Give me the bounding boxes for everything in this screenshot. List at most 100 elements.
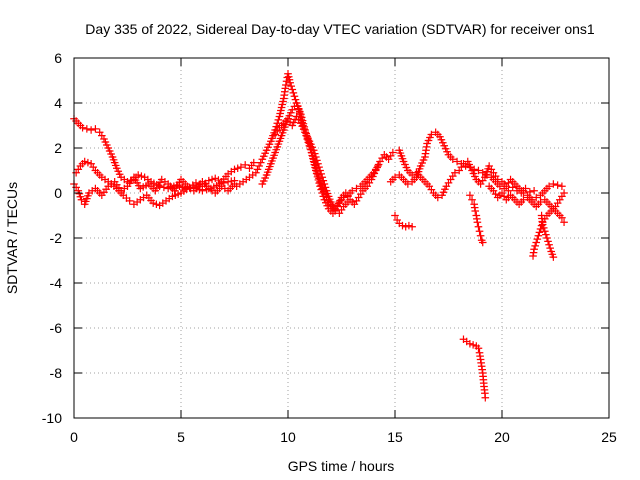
data-point <box>369 172 377 181</box>
data-point <box>473 218 482 227</box>
data-point <box>119 191 128 200</box>
data-point <box>405 221 413 230</box>
data-point <box>258 155 267 164</box>
data-point <box>259 152 268 161</box>
data-point <box>142 181 150 190</box>
data-point <box>530 186 538 195</box>
series-track-b <box>72 157 258 210</box>
data-point <box>317 170 325 178</box>
data-point <box>263 168 272 176</box>
y-tick-label: -4 <box>50 275 63 291</box>
data-point <box>264 165 273 174</box>
data-point <box>316 177 324 186</box>
data-point <box>521 184 530 193</box>
data-point <box>84 192 92 200</box>
data-point <box>287 82 296 90</box>
data-point <box>481 393 490 402</box>
data-point <box>519 189 528 197</box>
data-point <box>546 244 554 252</box>
data-point <box>149 199 157 207</box>
data-point <box>110 158 119 167</box>
data-point <box>397 152 406 160</box>
data-point <box>519 195 528 204</box>
y-tick-label: -8 <box>50 365 63 381</box>
data-point <box>441 185 449 194</box>
data-point <box>285 75 294 84</box>
data-point <box>237 163 245 171</box>
data-point <box>318 173 327 182</box>
data-point <box>539 224 548 232</box>
data-point <box>553 181 562 189</box>
data-point <box>438 191 446 200</box>
data-point <box>101 138 110 146</box>
data-point <box>474 344 483 353</box>
data-point <box>81 197 90 206</box>
data-point <box>249 158 258 167</box>
data-point <box>262 146 271 155</box>
data-point <box>100 135 108 143</box>
x-tick-label: 20 <box>494 429 510 445</box>
data-point <box>264 143 272 152</box>
data-point <box>319 176 328 185</box>
data-point <box>439 188 448 197</box>
y-tick-label: 2 <box>54 140 62 156</box>
data-point <box>318 184 327 193</box>
data-point <box>282 81 290 89</box>
data-point <box>273 143 282 151</box>
data-point <box>303 132 312 141</box>
data-point <box>315 174 323 183</box>
data-point <box>529 252 537 260</box>
data-point <box>282 77 291 86</box>
data-point <box>265 140 274 149</box>
data-point <box>313 168 321 176</box>
data-point <box>471 207 480 215</box>
data-point <box>399 157 408 166</box>
data-point <box>274 116 283 124</box>
data-point <box>268 134 276 143</box>
data-point <box>301 128 309 137</box>
data-point <box>108 153 117 161</box>
data-point <box>80 200 89 209</box>
data-point <box>476 231 485 240</box>
data-point <box>272 145 281 154</box>
data-point <box>323 201 332 210</box>
data-point <box>415 165 424 173</box>
data-point <box>424 136 433 145</box>
data-point <box>261 149 269 158</box>
series-track-m <box>391 211 416 231</box>
data-point <box>308 143 317 152</box>
data-point <box>418 159 426 167</box>
y-tick-label: 6 <box>54 50 62 66</box>
data-point <box>396 149 405 157</box>
data-point <box>309 146 318 155</box>
series-track-h <box>395 146 566 204</box>
data-point <box>391 173 399 182</box>
data-point <box>315 163 323 171</box>
y-tick-label: -2 <box>50 230 63 246</box>
data-point <box>87 126 95 134</box>
data-point <box>374 162 382 170</box>
data-point <box>466 191 474 200</box>
series-track-d <box>232 69 397 218</box>
data-point <box>416 162 425 170</box>
data-point <box>443 147 451 156</box>
data-point <box>538 220 547 229</box>
data-point <box>277 103 286 112</box>
data-point <box>270 151 278 160</box>
data-point <box>171 191 180 200</box>
data-point <box>321 183 330 192</box>
data-point <box>549 253 558 261</box>
series-track-l <box>466 191 487 247</box>
data-point <box>275 112 284 121</box>
series-track-n <box>459 335 490 402</box>
data-point <box>468 195 476 204</box>
data-point <box>463 157 472 166</box>
data-point <box>474 166 483 175</box>
data-point <box>150 179 158 188</box>
data-point <box>276 109 284 118</box>
data-point <box>370 169 379 178</box>
data-point <box>91 125 100 133</box>
data-point <box>205 176 213 185</box>
data-point <box>324 192 333 201</box>
